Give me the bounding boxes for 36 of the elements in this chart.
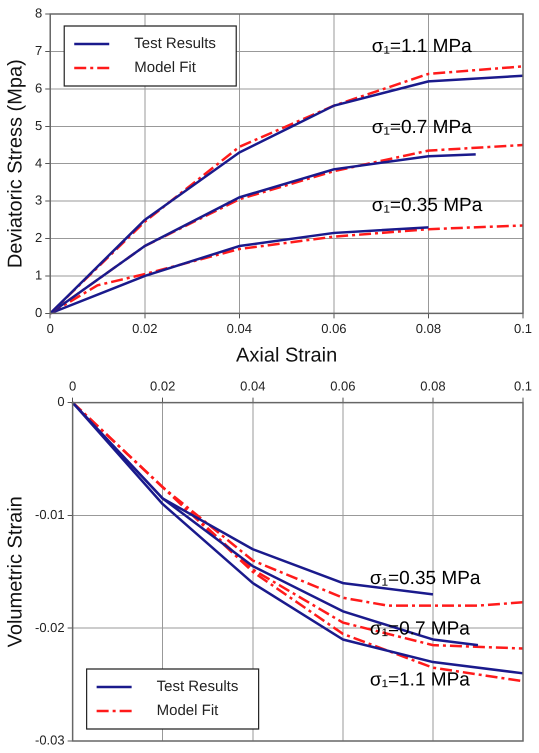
annotation: σ₁=1.1 MPa xyxy=(370,669,470,690)
y-tick-label: -0.01 xyxy=(34,506,65,522)
y-tick-label: 7 xyxy=(34,43,42,58)
x-tick-label: 0.08 xyxy=(420,378,446,394)
y-tick-label: -0.03 xyxy=(34,732,65,748)
y-tick-label: 4 xyxy=(34,155,42,170)
x-tick-label: 0.1 xyxy=(514,320,532,336)
x-tick-label: 0.1 xyxy=(514,378,532,394)
x-tick-label: 0.02 xyxy=(132,320,158,336)
x-tick-label: 0.06 xyxy=(330,378,356,394)
annotation: σ₁=0.7 MPa xyxy=(372,117,472,138)
annotation: σ₁=1.1 MPa xyxy=(372,36,472,58)
x-tick-label: 0.02 xyxy=(150,378,176,394)
y-tick-label: 6 xyxy=(34,80,42,96)
annotation: σ₁=0.35 MPa xyxy=(370,568,481,589)
x-tick-label: 0.06 xyxy=(321,320,347,336)
y-tick-label: -0.02 xyxy=(34,620,65,635)
legend-label: Test Results xyxy=(134,35,216,52)
y-tick-label: 2 xyxy=(34,230,42,246)
y-tick-label: 1 xyxy=(34,268,42,283)
x-tick-label: 0.04 xyxy=(240,378,266,394)
annotation: σ₁=0.35 MPa xyxy=(372,194,483,216)
legend-label: Model Fit xyxy=(156,702,220,720)
y-axis-title: Volumetric Strain xyxy=(4,496,27,648)
y-tick-label: 3 xyxy=(34,192,42,208)
y-tick-label: 5 xyxy=(34,118,42,133)
y-tick-label: 8 xyxy=(34,6,42,21)
legend-label: Test Results xyxy=(156,678,238,696)
y-axis-title: Deviatoric Stress (Mpa) xyxy=(4,59,27,268)
y-tick-label: 0 xyxy=(34,304,42,320)
y-tick-label: 0 xyxy=(57,394,65,410)
x-tick-label: 0 xyxy=(69,378,76,394)
x-tick-label: 0.04 xyxy=(226,320,252,336)
x-tick-label: 0.08 xyxy=(416,320,442,336)
x-axis-title: Axial Strain xyxy=(236,344,338,367)
legend-label: Model Fit xyxy=(134,59,197,76)
